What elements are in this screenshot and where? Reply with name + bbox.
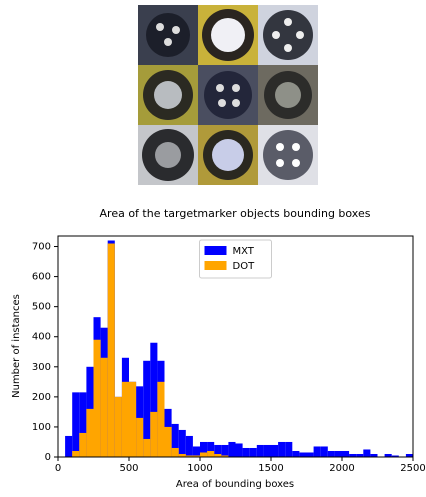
photo — [292, 159, 300, 167]
y-tick-label: 200 — [32, 392, 51, 403]
histogram-bar — [271, 445, 278, 457]
histogram-bar — [65, 436, 72, 457]
photo — [263, 10, 313, 60]
marker-photo-grid — [138, 5, 318, 185]
figure: Area of the targetmarker objects boundin… — [0, 0, 426, 493]
y-tick-label: 600 — [32, 272, 51, 283]
y-tick-label: 400 — [32, 332, 51, 343]
photo — [284, 18, 292, 26]
histogram-bar — [257, 445, 264, 457]
page: {"chart_data": {"type": "histogram", "ti… — [0, 0, 426, 497]
histogram-bar — [321, 446, 328, 457]
histogram-bar — [278, 442, 285, 457]
histogram-bar — [115, 397, 122, 457]
photo — [218, 99, 226, 107]
histogram-bar — [250, 448, 257, 457]
histogram-bar — [101, 358, 108, 457]
histogram-bar — [72, 392, 79, 457]
x-tick-label: 0 — [55, 463, 61, 474]
photo — [164, 38, 172, 46]
photo — [212, 139, 244, 171]
histogram-bar — [86, 409, 93, 457]
legend-label: DOT — [233, 261, 256, 272]
histogram-bar — [165, 427, 172, 457]
y-axis-label: Number of instances — [11, 294, 22, 398]
histogram-bar — [335, 451, 342, 457]
photo — [276, 159, 284, 167]
histogram-bar — [79, 433, 86, 457]
photo — [232, 84, 240, 92]
histogram-bar — [264, 445, 271, 457]
histogram-bar — [186, 436, 193, 457]
x-axis-label: Area of bounding boxes — [176, 479, 294, 490]
histogram-bar — [299, 452, 306, 457]
histogram-bar — [342, 451, 349, 457]
photo — [204, 71, 252, 119]
histogram-bar — [285, 442, 292, 457]
photo — [296, 31, 304, 39]
y-tick-label: 700 — [32, 242, 51, 253]
histogram-bar — [150, 412, 157, 457]
x-tick-label: 2000 — [329, 463, 354, 474]
y-tick-label: 100 — [32, 422, 51, 433]
histogram-bar — [292, 451, 299, 457]
legend-label: MXT — [233, 246, 255, 257]
legend-swatch — [205, 261, 227, 270]
plot: 0 500 1000 1500 2000 2500 0 100 200 300 400 500 600 7… — [32, 236, 426, 474]
photo — [156, 23, 164, 31]
histogram-bar — [314, 446, 321, 457]
histogram-bar — [207, 451, 214, 457]
photo — [272, 31, 280, 39]
photo — [172, 26, 180, 34]
x-tick-label: 1000 — [187, 463, 212, 474]
photo — [292, 143, 300, 151]
photo — [216, 84, 224, 92]
histogram-bar — [136, 418, 143, 457]
chart-title: Area of the targetmarker objects boundin… — [100, 207, 371, 220]
histogram-bar — [108, 244, 115, 457]
histogram-bar — [363, 449, 370, 457]
histogram-bar — [94, 340, 101, 457]
photo — [275, 82, 301, 108]
histogram-bar — [179, 430, 186, 457]
histogram-bar — [243, 448, 250, 457]
histogram-bar — [328, 451, 335, 457]
histogram-bar — [172, 448, 179, 457]
photo — [232, 99, 240, 107]
photo — [284, 44, 292, 52]
histogram-bar — [228, 442, 235, 457]
y-tick-label: 0 — [45, 452, 51, 463]
photo — [276, 143, 284, 151]
y-tick-label: 500 — [32, 302, 51, 313]
x-tick-label: 1500 — [258, 463, 283, 474]
histogram-bar — [200, 452, 207, 457]
y-tick-label: 300 — [32, 362, 51, 373]
histogram-bar — [143, 439, 150, 457]
legend-swatch — [205, 246, 227, 255]
photo — [155, 142, 181, 168]
photo — [154, 81, 182, 109]
x-tick-label: 2500 — [400, 463, 425, 474]
photo — [211, 18, 245, 52]
photo — [263, 130, 313, 180]
histogram-bar — [157, 382, 164, 457]
histogram-bar — [307, 452, 314, 457]
x-tick-label: 500 — [119, 463, 138, 474]
histogram-bar — [236, 443, 243, 457]
histogram-bar — [122, 382, 129, 457]
photo — [146, 13, 190, 57]
histogram-bar — [72, 451, 79, 457]
histogram-bar — [193, 446, 200, 457]
histogram-bar — [129, 382, 136, 457]
histogram-bar — [221, 445, 228, 457]
